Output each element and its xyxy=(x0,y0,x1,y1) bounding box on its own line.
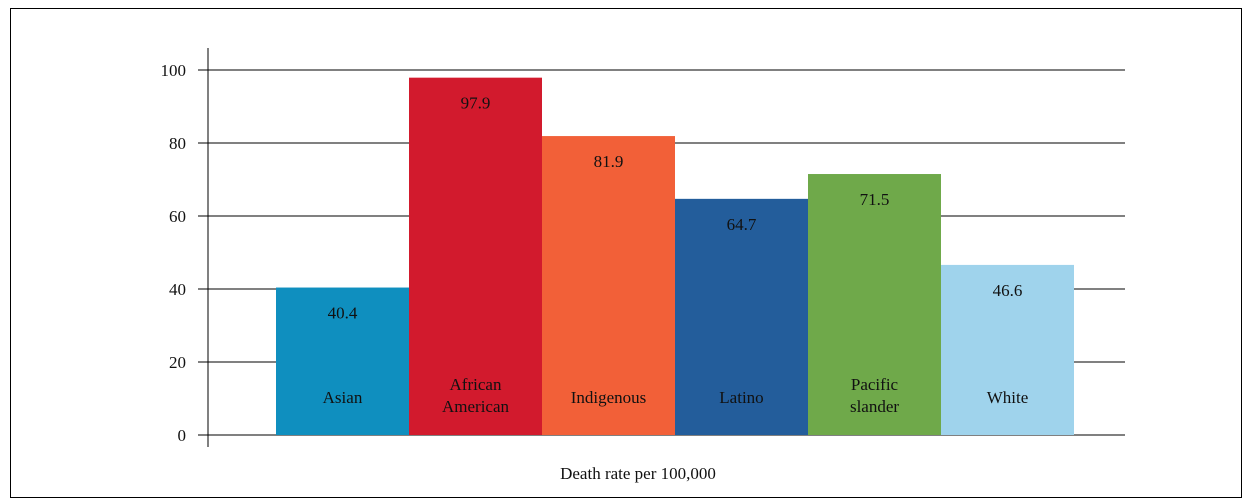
category-label: African American xyxy=(442,375,510,416)
y-tick-label: 40 xyxy=(169,280,186,299)
category-label: White xyxy=(987,388,1029,407)
bar xyxy=(542,136,675,435)
bar xyxy=(276,287,409,435)
value-label: 40.4 xyxy=(328,304,358,323)
value-label: 97.9 xyxy=(461,94,491,113)
y-tick-label: 60 xyxy=(169,207,186,226)
value-label: 64.7 xyxy=(727,215,757,234)
bars xyxy=(276,77,1074,435)
y-tick-labels: 0 20 40 60 80 100 xyxy=(161,61,187,445)
value-label: 81.9 xyxy=(594,152,624,171)
value-label: 71.5 xyxy=(860,190,890,209)
category-label: Asian xyxy=(323,388,363,407)
y-tick-label: 0 xyxy=(178,426,187,445)
data-labels: 40.4 Asian 97.9 African American 81.9 Indigeno… xyxy=(323,94,1029,416)
bar xyxy=(675,198,808,435)
bar xyxy=(808,174,941,435)
bar xyxy=(941,264,1074,435)
category-label: Latino xyxy=(719,388,763,407)
bar xyxy=(409,77,542,435)
category-label: Pacific slander xyxy=(850,375,899,416)
x-axis-label: Death rate per 100,000 xyxy=(560,464,716,483)
y-tick-label: 20 xyxy=(169,353,186,372)
y-tick-label: 80 xyxy=(169,134,186,153)
category-label: Indigenous xyxy=(571,388,647,407)
value-label: 46.6 xyxy=(993,281,1023,300)
y-tick-label: 100 xyxy=(161,61,187,80)
